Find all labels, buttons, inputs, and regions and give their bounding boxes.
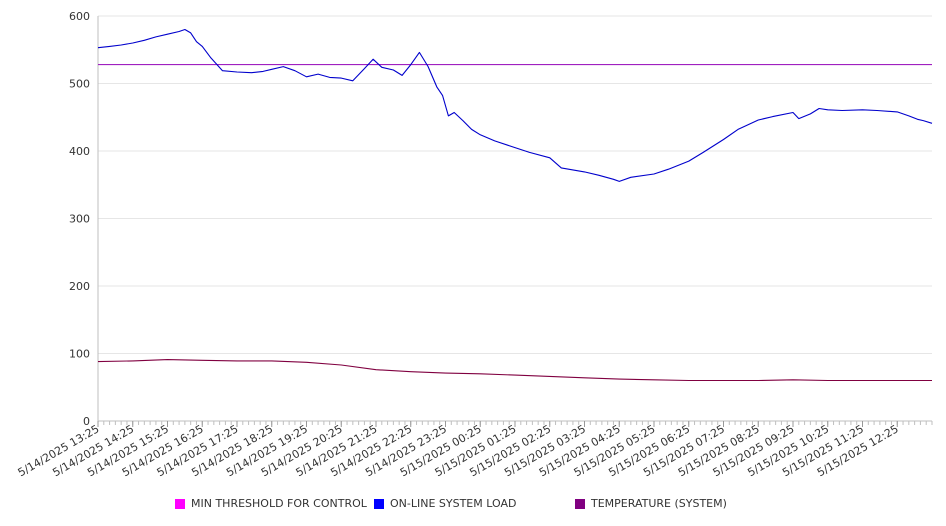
series-lines	[97, 28, 933, 382]
legend-item-temperature[interactable]: TEMPERATURE (SYSTEM)	[575, 497, 727, 510]
legend-label-min-threshold: MIN THRESHOLD FOR CONTROL	[191, 497, 367, 510]
y-tick-label: 600	[69, 10, 90, 23]
grid-lines	[98, 15, 932, 354]
y-tick-label: 100	[69, 348, 90, 361]
y-tick-label: 500	[69, 78, 90, 91]
legend-swatch-system-load	[374, 498, 384, 509]
x-tick-labels: 5/14/2025 13:255/14/2025 14:255/14/2025 …	[16, 422, 901, 479]
y-tick-label: 300	[69, 213, 90, 226]
series-line-temperature	[97, 359, 932, 382]
y-tick-label: 400	[69, 145, 90, 158]
legend-item-system-load[interactable]: ON-LINE SYSTEM LOAD	[374, 497, 516, 510]
y-tick-label: 0	[83, 415, 90, 428]
legend-swatch-min-threshold	[175, 498, 185, 509]
series-line-system-load	[97, 28, 933, 182]
axes	[97, 16, 933, 427]
legend: MIN THRESHOLD FOR CONTROL ON-LINE SYSTEM…	[0, 497, 946, 515]
y-tick-labels: 0 100 200 300 400 500 600	[69, 10, 90, 428]
legend-item-min-threshold[interactable]: MIN THRESHOLD FOR CONTROL	[175, 497, 367, 510]
legend-label-system-load: ON-LINE SYSTEM LOAD	[390, 497, 517, 510]
legend-label-temperature: TEMPERATURE (SYSTEM)	[591, 497, 727, 510]
legend-swatch-temperature	[575, 498, 585, 509]
y-tick-label: 200	[69, 280, 90, 293]
